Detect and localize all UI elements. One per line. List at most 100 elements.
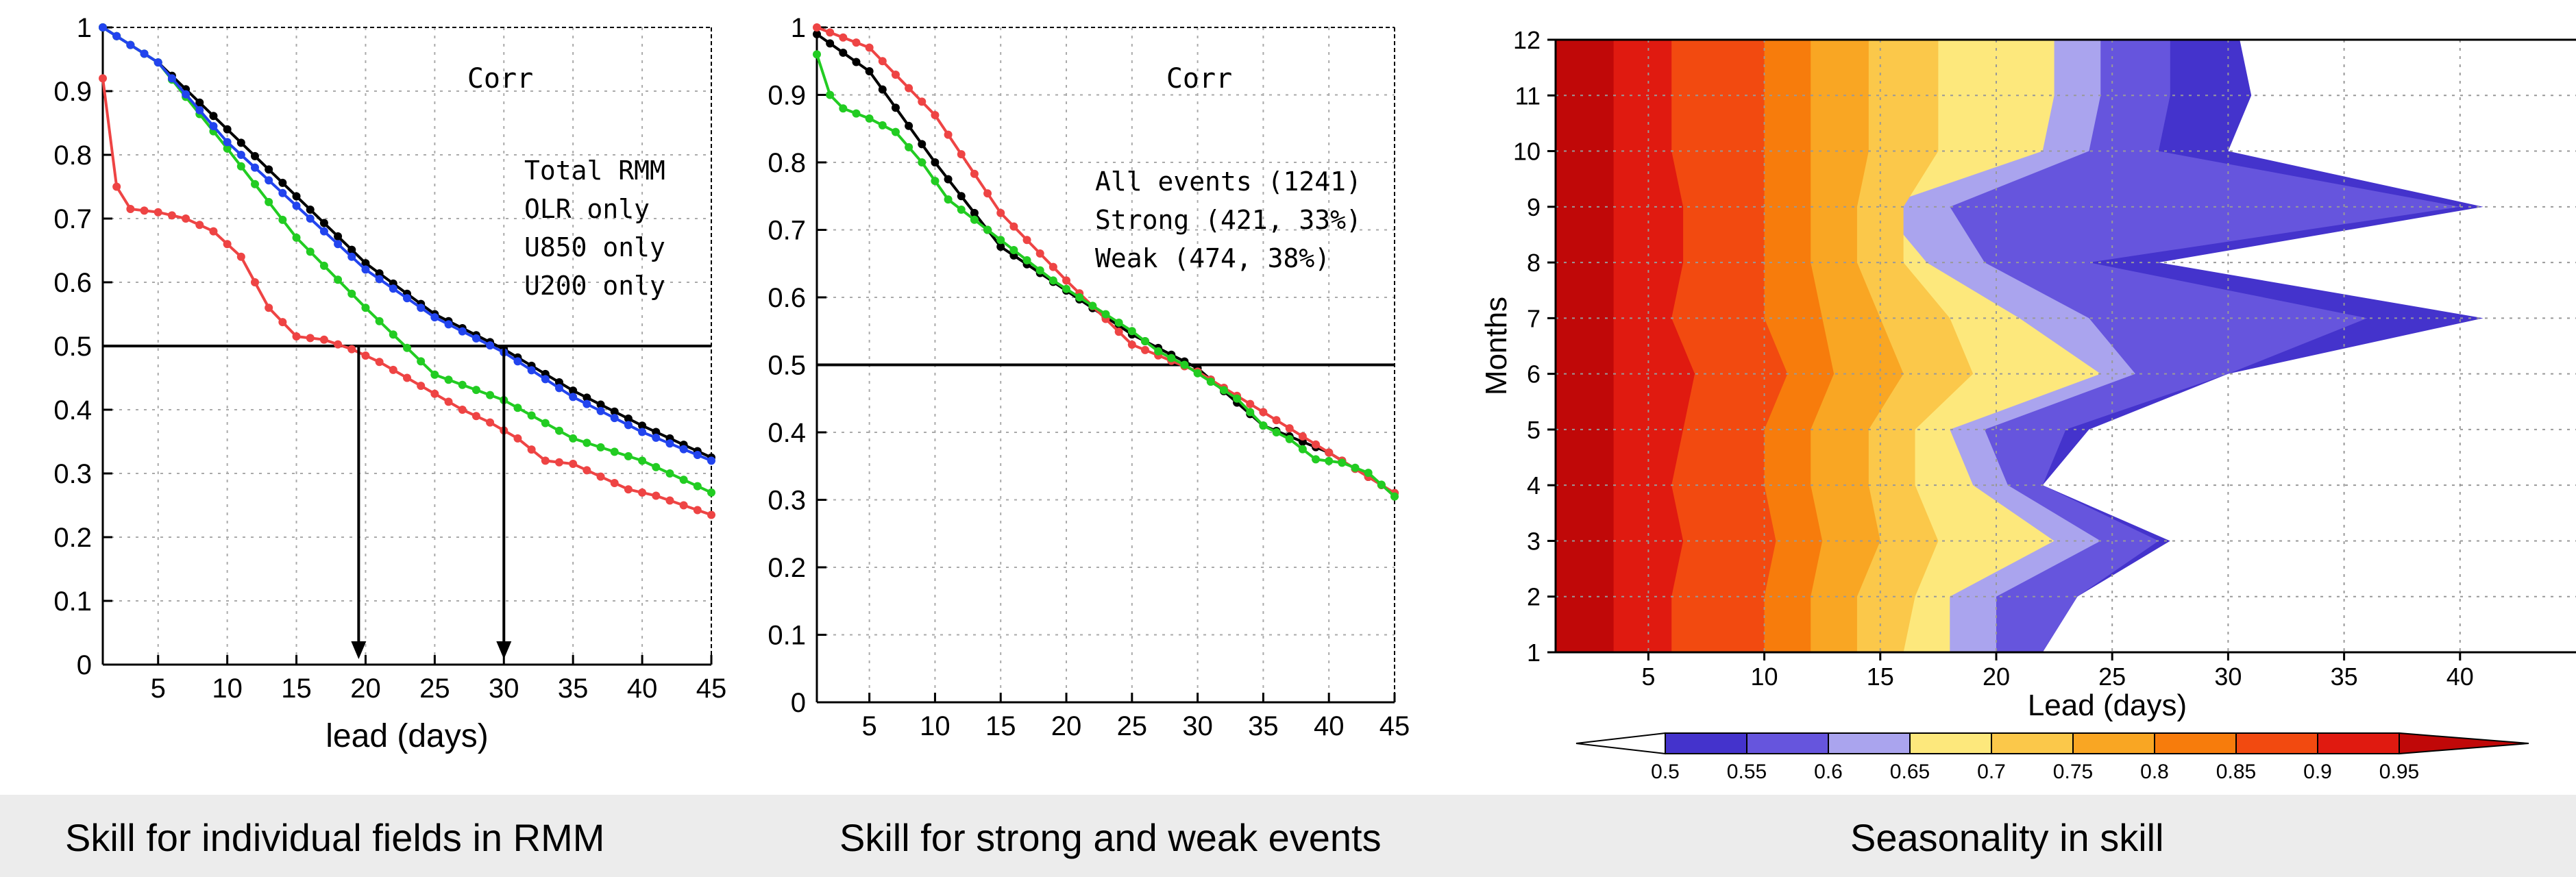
series-point <box>389 330 397 339</box>
series-point <box>361 304 370 312</box>
series-point <box>1088 301 1097 310</box>
series-point <box>693 451 702 460</box>
caption-seasonality: Seasonality in skill <box>1850 816 2164 859</box>
y-tick-label: 0.1 <box>768 621 806 651</box>
series-point <box>292 192 301 201</box>
series-point <box>265 197 273 206</box>
series-point <box>665 496 674 505</box>
series-point <box>693 506 702 515</box>
series-point <box>347 289 356 298</box>
series-point <box>209 122 218 131</box>
series-point <box>319 227 328 236</box>
series-point <box>905 143 913 151</box>
y-tick-label: 5 <box>1527 416 1541 444</box>
series-point <box>306 334 315 343</box>
line-chart-rmm-fields: 00.10.20.30.40.50.60.70.80.915 10 15 20 25 30… <box>53 13 726 754</box>
x-tick-label: 20 <box>1051 711 1082 741</box>
series-point <box>1009 246 1018 255</box>
series-point <box>610 447 619 456</box>
series-point <box>319 335 328 344</box>
x-tick-label: 35 <box>558 674 589 704</box>
colorbar-segment <box>1665 732 1747 754</box>
series-point <box>251 151 259 160</box>
y-tick-label: 1 <box>77 13 92 43</box>
series-point <box>306 205 315 214</box>
series-point <box>126 205 135 214</box>
series-point <box>1364 469 1373 478</box>
series-point <box>1114 328 1123 336</box>
series-point <box>944 175 953 184</box>
series-point <box>319 261 328 270</box>
colorbar-label: 0.95 <box>2379 761 2419 783</box>
arrow-head <box>496 641 512 659</box>
caption-rmm-fields: Skill for individual fields in RMM <box>65 816 605 859</box>
series-point <box>389 284 397 293</box>
series-point <box>1127 340 1136 349</box>
series-point <box>513 404 522 412</box>
series-point <box>375 269 384 277</box>
series-point <box>251 180 259 188</box>
legend-entry: Total RMM <box>524 156 665 186</box>
series-point <box>891 70 900 79</box>
series-point <box>839 104 848 113</box>
contour-band-0.95 <box>1556 40 1614 652</box>
y-tick-label: 8 <box>1527 249 1541 277</box>
y-tick-label: 1 <box>1527 639 1541 667</box>
series-point <box>223 125 232 134</box>
x-tick-label: 15 <box>1867 663 1894 691</box>
y-tick-label: 4 <box>1527 471 1541 499</box>
arrow-head <box>351 641 367 659</box>
series-point <box>1154 347 1163 356</box>
series-point <box>292 201 301 210</box>
x-tick-label: 10 <box>1751 663 1778 691</box>
series-point <box>1259 421 1268 430</box>
series-point <box>679 445 688 454</box>
series-point <box>839 33 848 42</box>
colorbar-label: 0.85 <box>2216 761 2256 783</box>
series-point <box>555 426 563 435</box>
series-point <box>1338 458 1347 467</box>
series-point <box>1377 480 1386 489</box>
series-point <box>1298 445 1307 454</box>
series-point <box>1272 428 1281 436</box>
series-point <box>430 389 439 398</box>
series-point <box>826 90 835 99</box>
x-tick-label: 20 <box>1983 663 2010 691</box>
series-point <box>1312 455 1321 464</box>
series-point <box>182 90 191 99</box>
series-point <box>1193 369 1202 378</box>
y-tick-label: 7 <box>1527 304 1541 332</box>
series-point <box>931 158 940 166</box>
series-point <box>1048 276 1057 285</box>
series-point <box>1062 284 1071 293</box>
series-point <box>195 98 204 107</box>
x-tick-label: 20 <box>350 674 381 704</box>
series-point <box>1351 463 1360 472</box>
series-point <box>610 478 619 487</box>
series-point <box>140 206 149 215</box>
series-point <box>983 225 992 234</box>
series-point <box>918 140 927 149</box>
y-tick-label: 0.2 <box>768 553 806 583</box>
series-point <box>1101 310 1110 319</box>
series-point <box>541 456 550 465</box>
series-point <box>638 428 647 436</box>
series-point <box>957 205 966 214</box>
x-tick-label: 25 <box>1117 711 1148 741</box>
y-tick-label: 0.8 <box>53 140 92 171</box>
series-point <box>569 386 578 395</box>
series-point <box>334 340 343 349</box>
series-point <box>527 445 536 454</box>
series-point <box>878 85 887 94</box>
colorbar-segment <box>2235 732 2318 754</box>
series-point <box>1285 434 1294 443</box>
series-point <box>826 28 835 37</box>
series-point <box>292 332 301 341</box>
series-point <box>569 393 578 402</box>
series-point <box>707 488 715 497</box>
y-tick-label: 10 <box>1513 138 1541 166</box>
line-chart-strong-weak: 00.10.20.30.40.50.60.70.80.915 10 15 20 25 30… <box>768 13 1410 741</box>
y-tick-label: 0.7 <box>768 216 806 246</box>
series-point <box>265 176 273 185</box>
series-point <box>375 358 384 367</box>
